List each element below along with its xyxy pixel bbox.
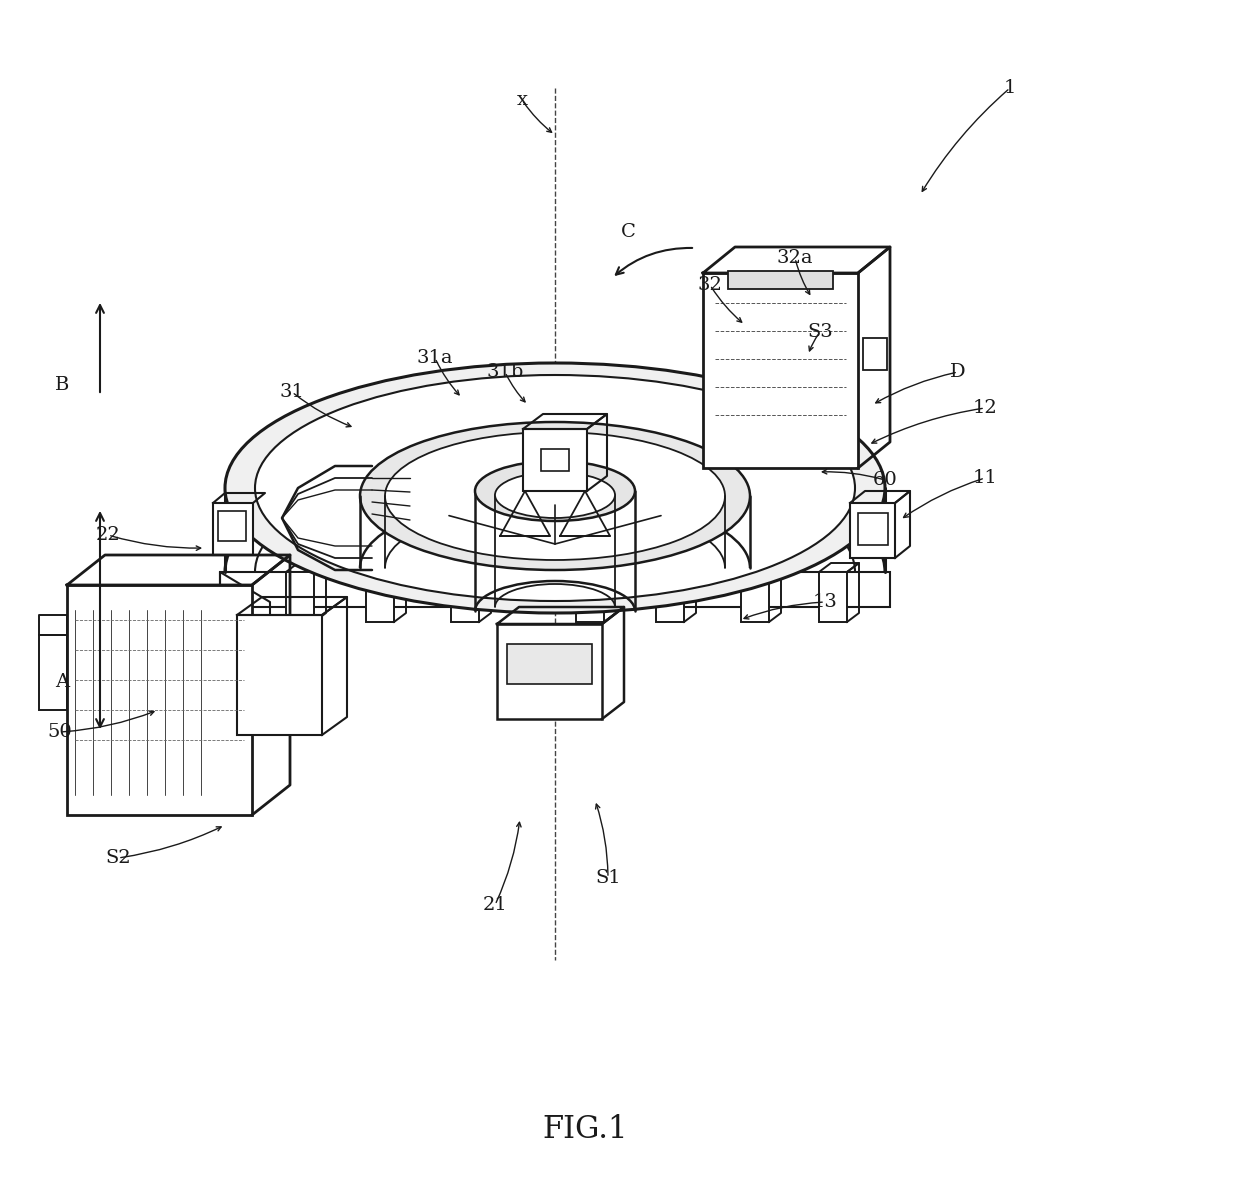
Text: 13: 13 xyxy=(812,593,837,611)
Bar xyxy=(67,585,252,815)
Text: FIG.1: FIG.1 xyxy=(542,1115,627,1146)
Bar xyxy=(366,572,394,622)
Text: 11: 11 xyxy=(972,470,997,486)
Bar xyxy=(577,572,604,622)
Text: 32a: 32a xyxy=(776,249,813,267)
Bar xyxy=(507,644,591,685)
Text: 22: 22 xyxy=(95,526,120,544)
Bar xyxy=(523,429,587,491)
Text: 60: 60 xyxy=(873,471,898,489)
Bar xyxy=(213,503,253,555)
Ellipse shape xyxy=(475,461,635,521)
Text: x: x xyxy=(517,91,527,109)
Bar xyxy=(863,337,887,370)
Bar xyxy=(849,503,895,558)
Text: 21: 21 xyxy=(482,896,507,914)
Bar xyxy=(742,572,769,622)
Bar xyxy=(218,510,246,540)
Ellipse shape xyxy=(384,432,725,560)
Bar xyxy=(286,572,314,622)
Text: 31b: 31b xyxy=(486,363,523,381)
Bar xyxy=(451,572,479,622)
Text: 31: 31 xyxy=(279,383,305,401)
Text: B: B xyxy=(55,376,69,394)
Bar xyxy=(858,513,888,545)
Bar xyxy=(728,271,833,289)
Bar xyxy=(38,635,67,710)
Bar xyxy=(497,625,601,719)
Bar xyxy=(818,572,847,622)
Text: S3: S3 xyxy=(807,323,833,341)
Text: 12: 12 xyxy=(972,399,997,417)
Text: D: D xyxy=(950,363,966,381)
Bar xyxy=(656,572,684,622)
Text: S2: S2 xyxy=(105,849,130,867)
Text: 50: 50 xyxy=(47,723,72,741)
Ellipse shape xyxy=(360,422,750,570)
Ellipse shape xyxy=(495,472,615,518)
Text: S1: S1 xyxy=(595,870,621,888)
Text: 1: 1 xyxy=(1004,79,1017,97)
Text: A: A xyxy=(55,673,69,691)
Text: 31a: 31a xyxy=(417,349,454,368)
Bar xyxy=(237,615,322,735)
Text: 32: 32 xyxy=(698,276,723,294)
Bar xyxy=(219,572,890,607)
Bar xyxy=(703,273,858,468)
Bar xyxy=(541,449,569,471)
Ellipse shape xyxy=(224,363,885,613)
Ellipse shape xyxy=(255,375,856,600)
Text: C: C xyxy=(620,223,635,241)
